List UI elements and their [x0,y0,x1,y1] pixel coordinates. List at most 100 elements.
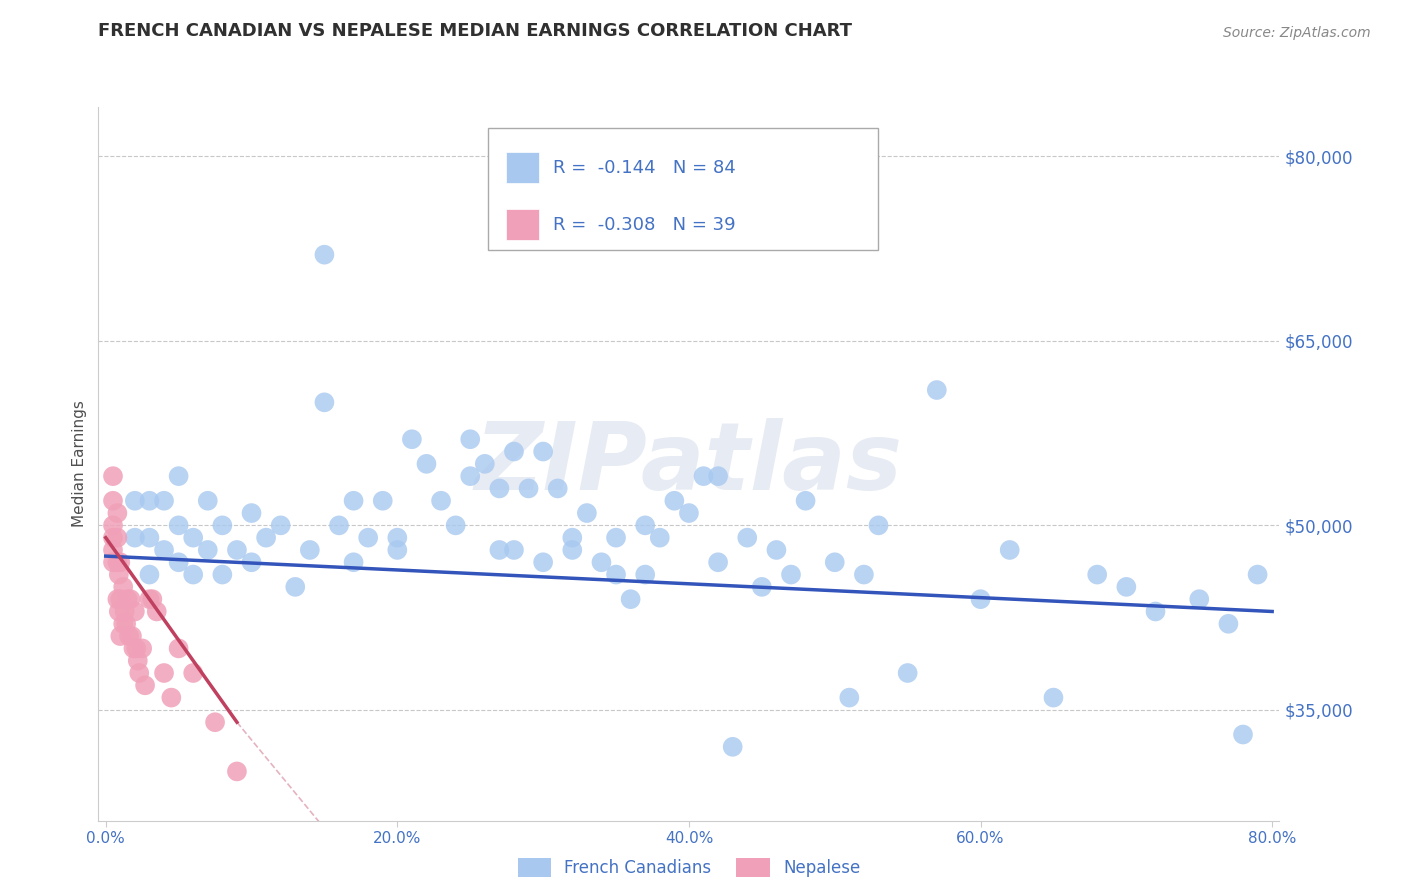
Point [531,444,554,458]
Point [124,531,146,545]
Point [342,555,364,569]
Point [474,457,496,471]
Point [115,616,138,631]
Point [1042,690,1064,705]
Point [101,493,124,508]
Point [458,432,481,446]
Point [110,555,132,569]
Point [620,592,643,607]
Point [1188,592,1211,607]
Point [298,543,321,558]
Point [634,518,657,533]
Point [314,395,336,409]
Point [117,592,139,607]
Point [131,641,153,656]
Point [110,592,132,607]
Point [458,469,481,483]
Point [226,764,249,779]
Point [108,605,131,619]
FancyBboxPatch shape [506,152,538,184]
Point [153,493,176,508]
Point [284,580,307,594]
Point [240,555,263,569]
Point [197,543,219,558]
Point [444,518,467,533]
Point [838,690,860,705]
Point [925,383,948,397]
Point [387,531,409,545]
Point [211,518,233,533]
Point [105,555,128,569]
Point [547,482,569,496]
Point [108,567,131,582]
Y-axis label: Median Earnings: Median Earnings [72,401,87,527]
Point [1115,580,1137,594]
FancyBboxPatch shape [506,209,538,241]
Point [153,665,176,680]
Point [167,469,190,483]
Point [371,493,394,508]
Point [204,715,226,730]
Point [707,555,730,569]
Point [181,531,204,545]
Point [101,555,124,569]
Point [254,531,277,545]
Point [112,580,135,594]
Point [561,531,583,545]
Point [591,555,613,569]
Point [125,641,148,656]
Point [342,493,364,508]
Point [134,678,156,692]
Point [101,531,124,545]
Point [181,665,204,680]
Point [1232,727,1254,741]
Point [692,469,714,483]
Point [314,248,336,262]
Point [110,629,132,643]
Point [167,641,190,656]
Point [664,493,686,508]
Point [101,469,124,483]
Point [124,493,146,508]
Point [969,592,991,607]
Point [357,531,380,545]
Point [387,543,409,558]
Point [561,543,583,558]
Point [780,567,803,582]
Point [531,555,554,569]
Point [138,567,160,582]
Point [998,543,1021,558]
Point [101,543,124,558]
Text: ZIPatlas: ZIPatlas [475,417,903,510]
Point [575,506,598,520]
Point [160,690,183,705]
Point [211,567,233,582]
Point [112,616,135,631]
Point [105,531,128,545]
Point [270,518,292,533]
Point [401,432,423,446]
Point [328,518,350,533]
Point [105,506,128,520]
Point [141,592,163,607]
Point [138,493,160,508]
FancyBboxPatch shape [488,128,877,250]
Point [430,493,453,508]
Point [605,567,627,582]
Text: Source: ZipAtlas.com: Source: ZipAtlas.com [1223,26,1371,40]
Point [488,482,510,496]
Point [121,629,143,643]
Point [118,629,141,643]
Point [114,605,136,619]
Point [488,543,510,558]
Point [794,493,817,508]
Legend: French Canadians, Nepalese: French Canadians, Nepalese [510,851,868,884]
Point [138,531,160,545]
Point [124,605,146,619]
Point [181,567,204,582]
Point [707,469,730,483]
Point [127,654,149,668]
Point [503,444,526,458]
Point [153,543,176,558]
Point [678,506,700,520]
